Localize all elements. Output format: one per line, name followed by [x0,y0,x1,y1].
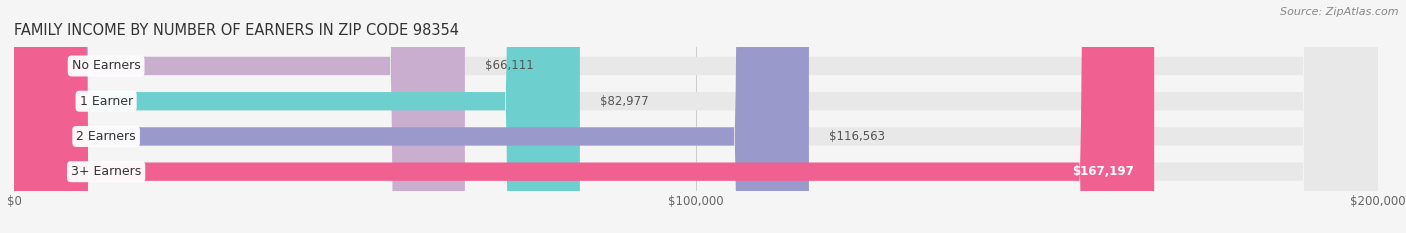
Text: $167,197: $167,197 [1071,165,1133,178]
Text: No Earners: No Earners [72,59,141,72]
FancyBboxPatch shape [14,0,1378,233]
FancyBboxPatch shape [14,0,808,233]
FancyBboxPatch shape [14,0,1154,233]
Text: FAMILY INCOME BY NUMBER OF EARNERS IN ZIP CODE 98354: FAMILY INCOME BY NUMBER OF EARNERS IN ZI… [14,24,460,38]
Text: Source: ZipAtlas.com: Source: ZipAtlas.com [1281,7,1399,17]
Text: $116,563: $116,563 [830,130,886,143]
Text: $82,977: $82,977 [600,95,650,108]
FancyBboxPatch shape [14,0,465,233]
Text: 2 Earners: 2 Earners [76,130,136,143]
FancyBboxPatch shape [14,0,1378,233]
Text: 1 Earner: 1 Earner [80,95,132,108]
Text: $66,111: $66,111 [485,59,534,72]
FancyBboxPatch shape [14,0,1378,233]
FancyBboxPatch shape [14,0,579,233]
FancyBboxPatch shape [14,0,1378,233]
Text: 3+ Earners: 3+ Earners [70,165,141,178]
